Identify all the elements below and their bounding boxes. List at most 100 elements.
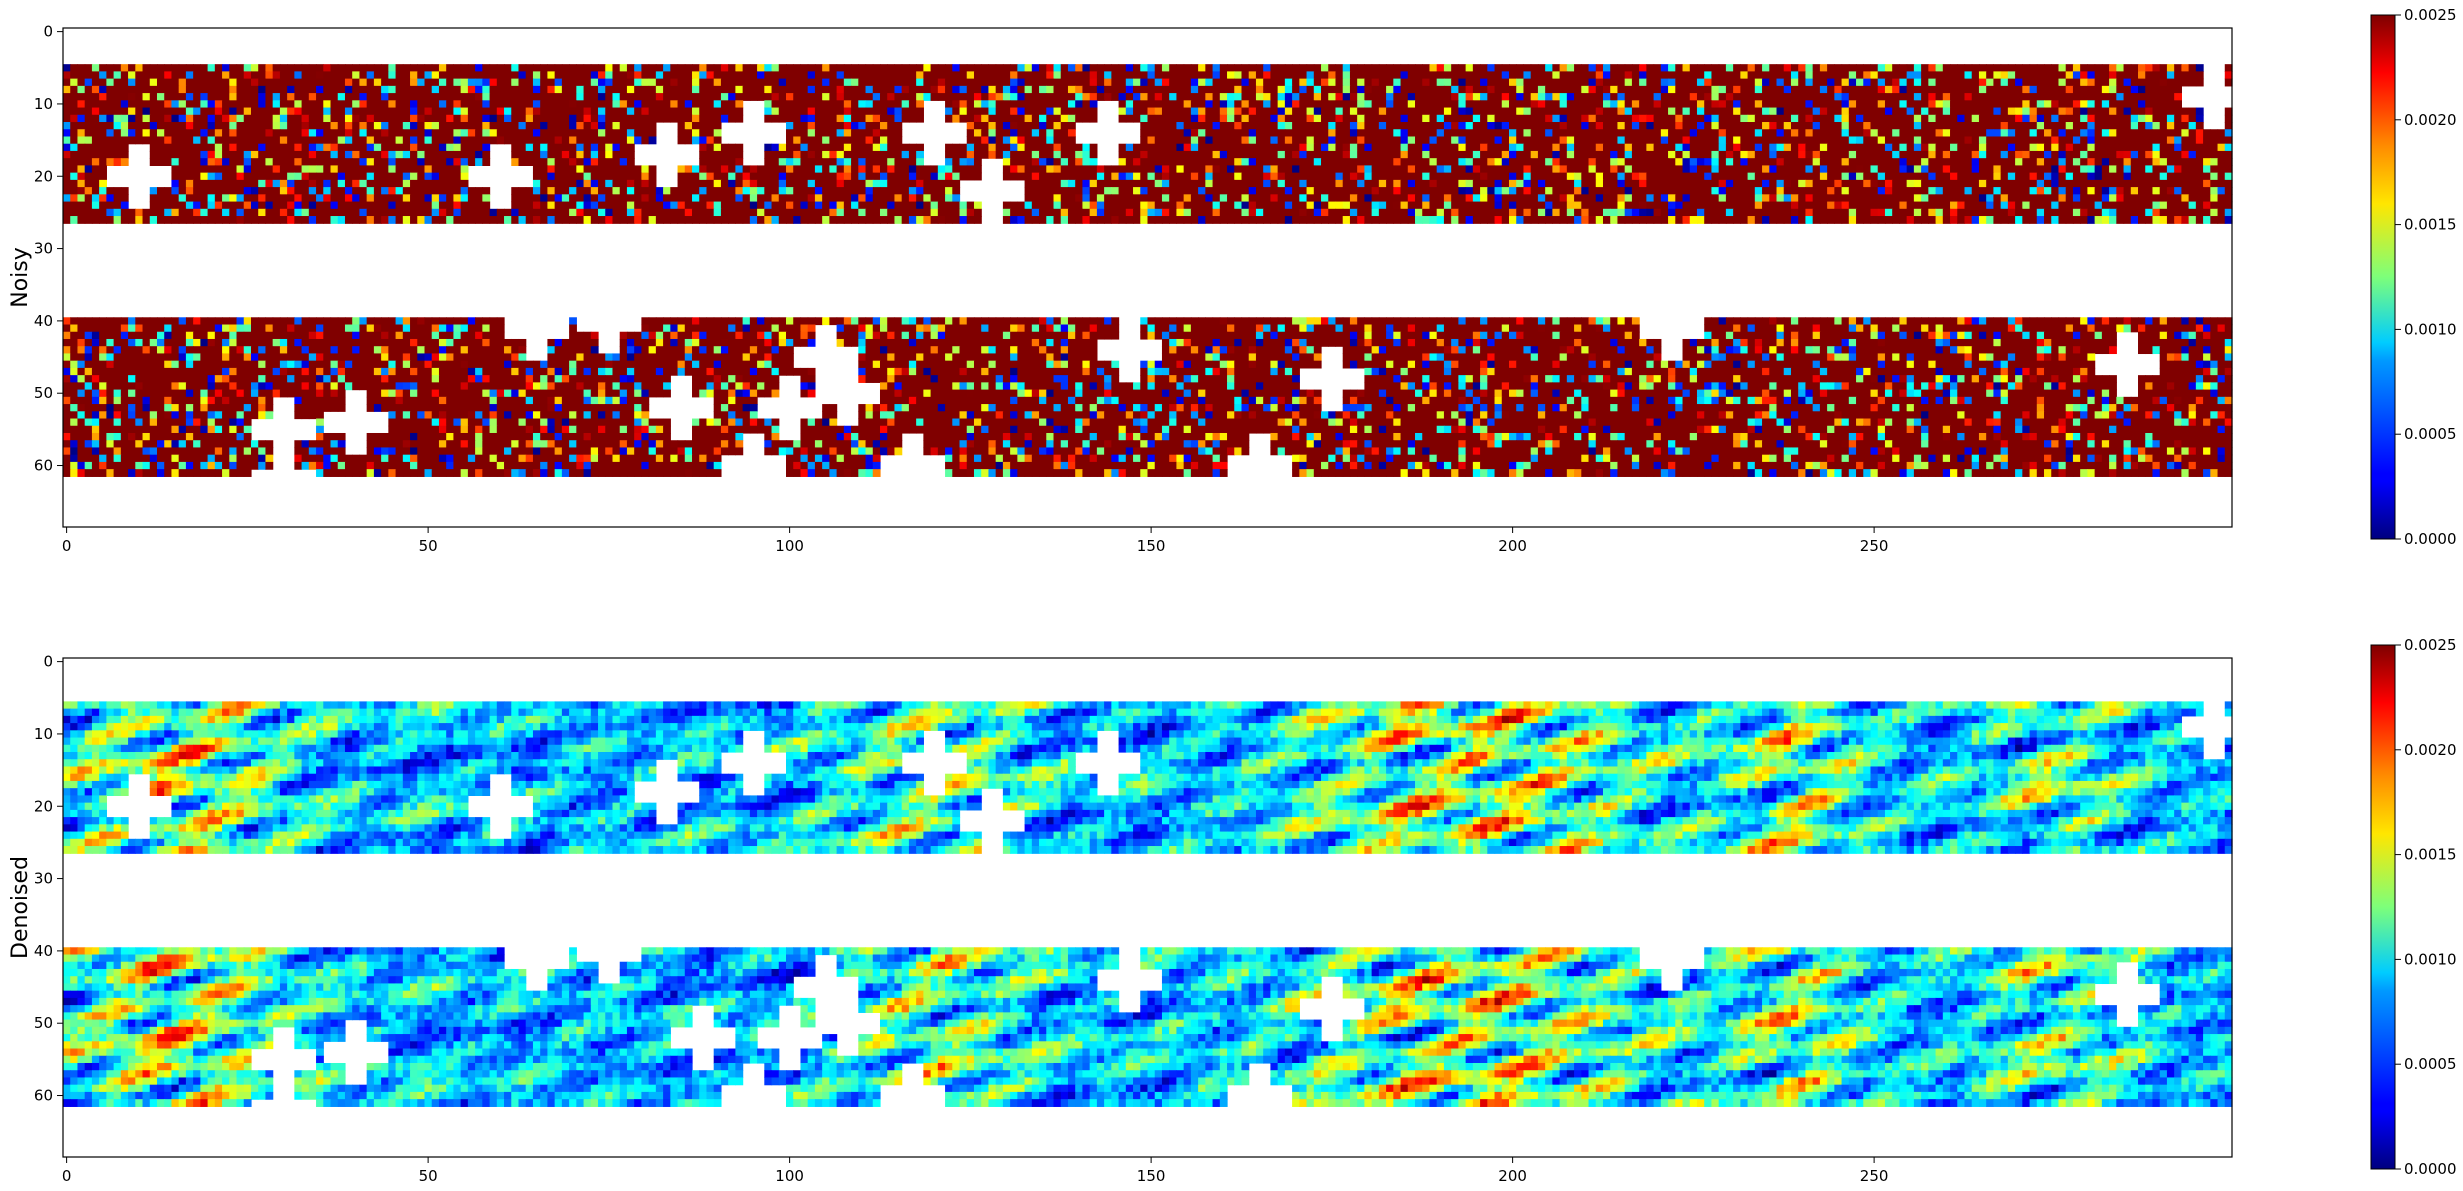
heatmap-cell	[1654, 165, 1662, 173]
heatmap-cell	[1574, 93, 1582, 101]
heatmap-cell	[735, 158, 743, 166]
heatmap-cell	[1213, 158, 1221, 166]
heatmap-cell	[1451, 180, 1459, 188]
heatmap-cell	[1429, 71, 1437, 79]
heatmap-cell	[1986, 79, 1994, 87]
heatmap-cell	[1842, 71, 1850, 79]
heatmap-cell	[1798, 165, 1806, 173]
heatmap-cell	[1061, 108, 1069, 116]
heatmap-cell	[555, 158, 563, 166]
heatmap-cell	[649, 108, 657, 116]
heatmap-cell	[627, 122, 635, 130]
heatmap-cell	[2167, 64, 2175, 72]
heatmap-cell	[388, 165, 396, 173]
heatmap-cell	[1205, 129, 1213, 137]
heatmap-cell	[482, 100, 490, 108]
heatmap-cell	[186, 115, 194, 123]
heatmap-cell	[1957, 144, 1965, 152]
heatmap-cell	[2138, 79, 2146, 87]
heatmap-cell	[1263, 108, 1271, 116]
heatmap-cell	[1314, 180, 1322, 188]
heatmap-cell	[1993, 93, 2001, 101]
heatmap-cell	[367, 165, 375, 173]
heatmap-cell	[171, 165, 179, 173]
heatmap-cell	[215, 100, 223, 108]
heatmap-cell	[555, 79, 563, 87]
heatmap-cell	[106, 100, 114, 108]
heatmap-cell	[1234, 158, 1242, 166]
heatmap-cell	[1697, 151, 1705, 159]
heatmap-cell	[1401, 187, 1409, 195]
heatmap-cell	[1162, 173, 1170, 181]
heatmap-cell	[367, 93, 375, 101]
heatmap-cell	[222, 158, 230, 166]
heatmap-cell	[331, 93, 339, 101]
heatmap-cell	[1357, 71, 1365, 79]
heatmap-cell	[432, 144, 440, 152]
heatmap-cell	[1343, 136, 1351, 144]
heatmap-cell	[215, 71, 223, 79]
heatmap-cell	[1227, 144, 1235, 152]
heatmap-cell	[822, 129, 830, 137]
heatmap-cell	[258, 151, 266, 159]
heatmap-cell	[186, 187, 194, 195]
heatmap-cell	[1690, 122, 1698, 130]
heatmap-cell	[1950, 122, 1958, 130]
heatmap-cell	[735, 79, 743, 87]
heatmap-cell	[923, 93, 931, 101]
heatmap-cell	[1777, 64, 1785, 72]
heatmap-cell	[1451, 79, 1459, 87]
heatmap-cell	[1350, 122, 1358, 130]
heatmap-cell	[974, 64, 982, 72]
heatmap-cell	[858, 86, 866, 94]
heatmap-cell	[2196, 129, 2204, 137]
heatmap-cell	[367, 122, 375, 130]
heatmap-cell	[1372, 136, 1380, 144]
heatmap-cell	[1538, 79, 1546, 87]
heatmap-cell	[1921, 151, 1929, 159]
heatmap-cell	[1205, 64, 1213, 72]
heatmap-cell	[1155, 144, 1163, 152]
heatmap-cell	[403, 158, 411, 166]
heatmap-cell	[77, 129, 85, 137]
heatmap-cell	[1032, 108, 1040, 116]
heatmap-cell	[1162, 86, 1170, 94]
heatmap-cell	[432, 187, 440, 195]
heatmap-cell	[410, 100, 418, 108]
heatmap-cell	[815, 136, 823, 144]
heatmap-cell	[1762, 173, 1770, 181]
heatmap-cell	[1495, 115, 1503, 123]
heatmap-cell	[1119, 71, 1127, 79]
heatmap-cell	[1437, 100, 1445, 108]
heatmap-cell	[1979, 158, 1987, 166]
heatmap-cell	[1697, 144, 1705, 152]
heatmap-cell	[1408, 129, 1416, 137]
heatmap-cell	[511, 93, 519, 101]
heatmap-cell	[851, 158, 859, 166]
heatmap-cell	[1574, 100, 1582, 108]
heatmap-cell	[1017, 165, 1025, 173]
heatmap-cell	[1285, 173, 1293, 181]
heatmap-cell	[1162, 64, 1170, 72]
heatmap-cell	[388, 173, 396, 181]
heatmap-cell	[1943, 115, 1951, 123]
heatmap-cell	[750, 187, 758, 195]
heatmap-cell	[1270, 122, 1278, 130]
heatmap-cell	[388, 180, 396, 188]
heatmap-cell	[1263, 86, 1271, 94]
heatmap-cell	[1762, 136, 1770, 144]
heatmap-cell	[547, 187, 555, 195]
heatmap-cell	[1950, 79, 1958, 87]
heatmap-cell	[403, 71, 411, 79]
heatmap-cell	[352, 86, 360, 94]
heatmap-cell	[1646, 100, 1654, 108]
heatmap-cell	[164, 187, 172, 195]
heatmap-cell	[1039, 100, 1047, 108]
heatmap-cell	[2189, 151, 2197, 159]
heatmap-cell	[2181, 115, 2189, 123]
heatmap-cell	[2073, 180, 2081, 188]
heatmap-cell	[2001, 165, 2009, 173]
heatmap-cell	[1473, 129, 1481, 137]
heatmap-cell	[1617, 79, 1625, 87]
heatmap-cell	[1444, 129, 1452, 137]
